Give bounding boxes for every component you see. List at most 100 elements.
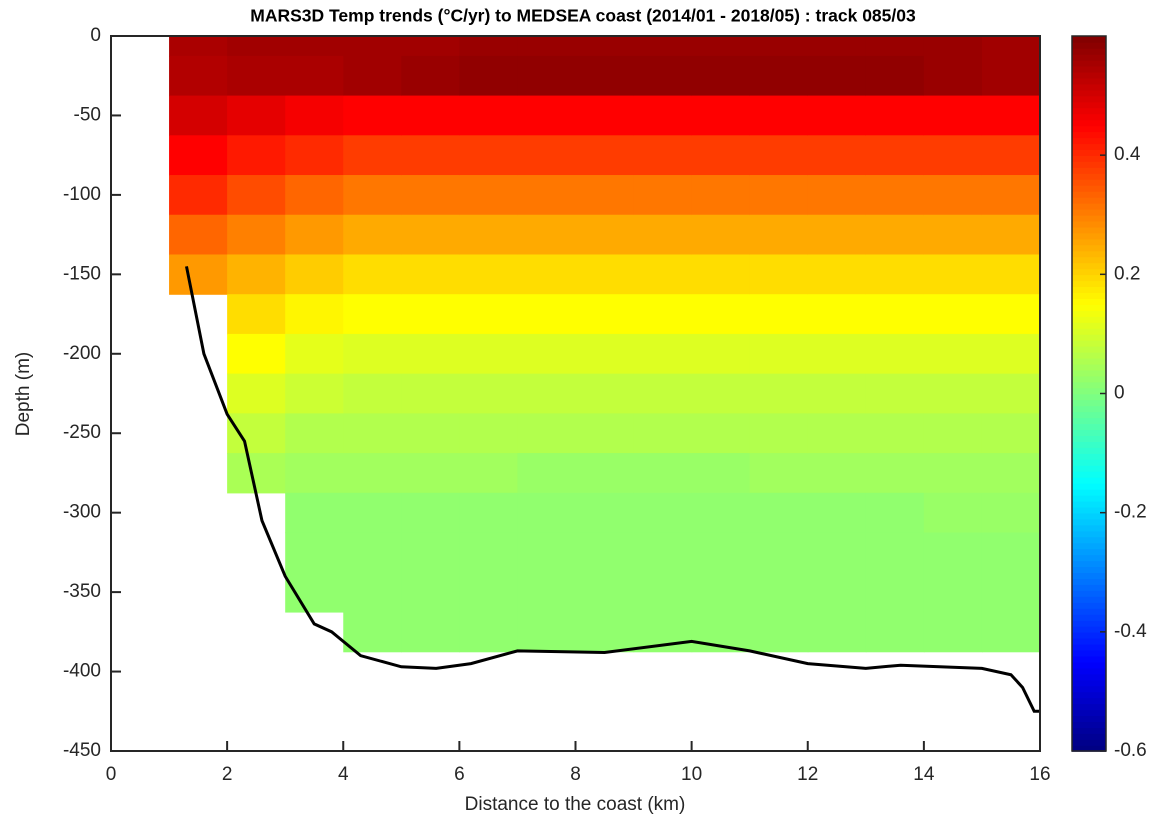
colorbar-band: [1072, 101, 1106, 109]
field-cell: [459, 294, 519, 335]
colorbar-band: [1072, 739, 1106, 746]
field-cell: [865, 95, 925, 136]
field-cell: [517, 135, 577, 176]
field-cell: [459, 175, 519, 216]
colorbar-band: [1072, 244, 1106, 252]
colorbar-band: [1072, 322, 1106, 329]
field-cell: [749, 214, 809, 256]
field-cell: [865, 214, 925, 256]
field-cell: [865, 175, 925, 216]
field-cell: [575, 135, 635, 176]
field-cell: [691, 135, 751, 176]
field-cell: [575, 453, 635, 494]
field-cell: [401, 55, 460, 97]
colorbar-band: [1072, 161, 1106, 168]
colorbar-band: [1072, 53, 1106, 61]
colorbar-band: [1072, 602, 1106, 609]
field-cell: [749, 36, 809, 57]
colorbar-band: [1072, 500, 1106, 508]
field-cell: [459, 55, 519, 97]
field-cell: [749, 611, 809, 653]
field-cell: [691, 492, 751, 534]
field-cell: [401, 294, 460, 335]
colorbar-band: [1072, 423, 1106, 431]
colorbar-band: [1072, 238, 1106, 246]
colorbar-band: [1072, 703, 1106, 711]
field-cell: [807, 135, 867, 176]
field-cell: [285, 95, 344, 136]
colorbar-tick-label: 0: [1114, 383, 1125, 404]
field-cell: [923, 413, 983, 454]
field-cell: [749, 492, 809, 534]
field-cell: [343, 413, 402, 454]
colorbar-band: [1072, 506, 1106, 514]
colorbar-band: [1072, 733, 1106, 740]
field-cell: [285, 55, 344, 97]
field-cell: [575, 413, 635, 454]
colorbar-band: [1072, 286, 1106, 294]
field-cell: [633, 135, 693, 176]
field-cell: [691, 214, 751, 256]
colorbar-band: [1072, 36, 1106, 43]
field-cell: [691, 453, 751, 494]
field-cell: [517, 36, 577, 57]
colorbar-tick-label: -0.4: [1114, 621, 1147, 642]
field-cell: [807, 572, 867, 613]
colorbar-band: [1072, 429, 1106, 437]
field-cell: [285, 373, 344, 414]
field-cell: [169, 214, 228, 256]
colorbar-band: [1072, 65, 1106, 73]
colorbar-band: [1072, 542, 1106, 550]
colorbar-band: [1072, 196, 1106, 204]
colorbar-band: [1072, 262, 1106, 270]
field-cell: [865, 413, 925, 454]
colorbar-band: [1072, 596, 1106, 603]
field-cell: [343, 453, 402, 494]
colorbar-band: [1072, 745, 1106, 752]
field-cell: [981, 135, 1041, 176]
field-cell: [691, 294, 751, 335]
field-cell: [749, 175, 809, 216]
field-cell: [343, 55, 402, 97]
colorbar-tick-label: 0.2: [1114, 263, 1140, 284]
field-cell: [575, 55, 635, 97]
field-cell: [923, 135, 983, 176]
colorbar-band: [1072, 184, 1106, 192]
field-cell: [923, 532, 983, 573]
field-cell: [227, 373, 286, 414]
colorbar-band: [1072, 631, 1106, 639]
colorbar-band: [1072, 399, 1106, 407]
field-cell: [169, 95, 228, 136]
field-cell: [459, 95, 519, 136]
field-cell: [517, 492, 577, 534]
field-cell: [865, 611, 925, 653]
field-cell: [575, 333, 635, 375]
field-cell: [749, 572, 809, 613]
colorbar-band: [1072, 488, 1106, 496]
field-cell: [807, 294, 867, 335]
field-cell: [923, 453, 983, 494]
field-cell: [633, 333, 693, 375]
field-cell: [343, 135, 402, 176]
field-cell: [343, 95, 402, 136]
colorbar-band: [1072, 292, 1106, 299]
colorbar-band: [1072, 316, 1106, 323]
colorbar-band: [1072, 298, 1106, 305]
colorbar-band: [1072, 381, 1106, 389]
colorbar-band: [1072, 113, 1106, 121]
field-cell: [517, 294, 577, 335]
field-cell: [923, 95, 983, 136]
field-cell: [575, 95, 635, 136]
field-cell: [691, 333, 751, 375]
x-tick-label: 4: [338, 764, 349, 785]
colorbar-band: [1072, 345, 1106, 353]
field-cell: [923, 611, 983, 653]
y-tick-label: 0: [90, 25, 101, 46]
colorbar-band: [1072, 548, 1106, 556]
colorbar-band: [1072, 530, 1106, 538]
field-cell: [923, 572, 983, 613]
colorbar-band: [1072, 524, 1106, 532]
field-cell: [459, 373, 519, 414]
y-axis-label: Depth (m): [13, 352, 34, 436]
field-cell: [981, 413, 1041, 454]
